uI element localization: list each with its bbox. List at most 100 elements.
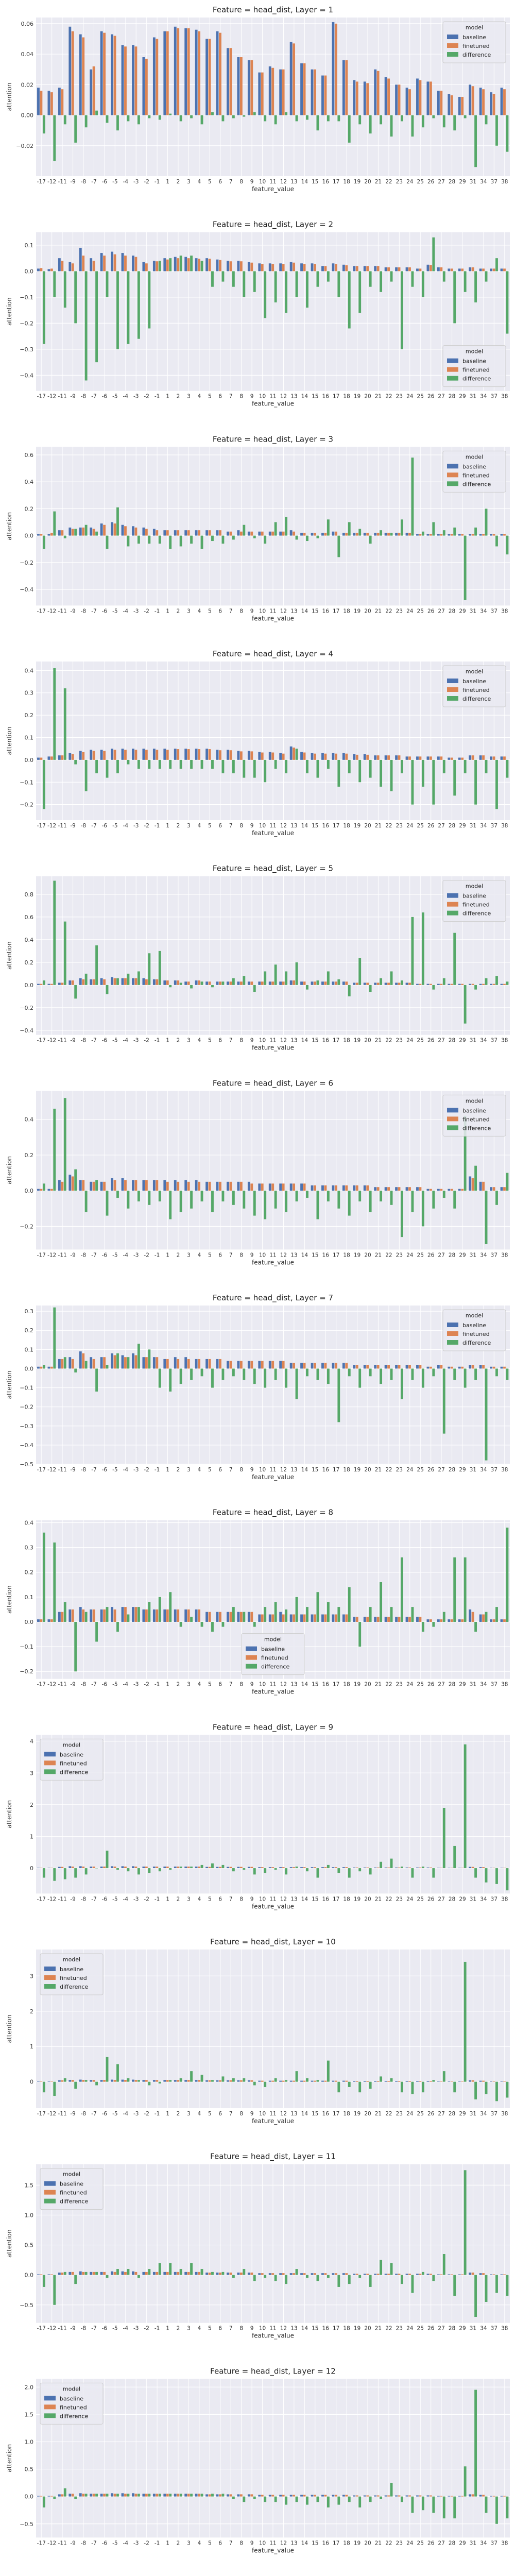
x-tick-label: 27	[438, 179, 444, 185]
bar-baseline	[321, 533, 324, 536]
bar-difference	[116, 271, 119, 349]
y-tick-label: −0.2	[20, 802, 33, 808]
bar-baseline	[289, 262, 293, 272]
bar-baseline	[100, 2494, 103, 2497]
bar-baseline	[247, 262, 250, 272]
bar-finetuned	[293, 531, 296, 536]
bar-finetuned	[271, 2273, 274, 2275]
y-tick-label: −0.1	[20, 1385, 33, 1392]
bar-finetuned	[134, 527, 138, 536]
bar-baseline	[300, 981, 303, 985]
x-tick-label: -5	[112, 1896, 117, 1902]
bar-finetuned	[124, 1357, 127, 1369]
bar-baseline	[247, 1181, 250, 1191]
bar-baseline	[152, 37, 156, 115]
bar-finetuned	[376, 2495, 380, 2497]
bar-baseline	[163, 1609, 166, 1622]
bar-difference	[127, 1357, 130, 1369]
x-tick-label: 6	[218, 1252, 222, 1258]
bar-difference	[221, 115, 225, 122]
bar-finetuned	[345, 1185, 348, 1191]
y-tick-label: 0.0	[25, 2272, 34, 2279]
x-tick-label: -7	[91, 1252, 96, 1258]
bar-finetuned	[492, 534, 495, 536]
bar-baseline	[237, 2080, 240, 2082]
x-tick-label: -2	[144, 1682, 149, 1688]
x-tick-label: 12	[280, 1896, 287, 1902]
bar-difference	[158, 2081, 161, 2084]
facet-layer-11: −0.50.00.51.01.5-17 -12 -11 -9 -8 -7 -6 -5 -4 -3-…	[6, 2152, 510, 2340]
bar-finetuned	[229, 1361, 232, 1369]
bar-finetuned	[92, 2494, 95, 2497]
bar-difference	[295, 2496, 298, 2502]
x-tick-label: 24	[406, 1467, 414, 1473]
legend-title: model	[466, 453, 483, 460]
bar-finetuned	[419, 2495, 422, 2497]
bar-finetuned	[156, 1357, 159, 1369]
bar-finetuned	[198, 530, 201, 536]
bar-baseline	[37, 757, 40, 760]
legend-title: model	[466, 24, 483, 31]
x-tick-label: 15	[312, 1467, 318, 1473]
bar-finetuned	[314, 264, 316, 272]
x-tick-label: 8	[239, 394, 243, 400]
bar-baseline	[279, 1361, 282, 1369]
bar-difference	[506, 271, 509, 334]
x-tick-label: 14	[301, 394, 308, 400]
x-tick-label: 14	[301, 608, 308, 614]
bar-finetuned	[198, 980, 201, 985]
bar-difference	[116, 507, 119, 536]
bar-difference	[211, 759, 214, 769]
bar-finetuned	[61, 2273, 64, 2275]
bar-difference	[148, 2269, 151, 2275]
x-tick-label: 18	[343, 179, 350, 185]
x-tick-label: 10	[259, 1252, 266, 1258]
bar-difference	[495, 2275, 498, 2293]
bar-difference	[127, 759, 130, 765]
x-tick-label: 5	[208, 179, 212, 185]
bar-baseline	[247, 1361, 250, 1369]
bar-finetuned	[187, 258, 190, 272]
x-tick-label: -6	[102, 2111, 108, 2117]
bar-finetuned	[419, 1187, 422, 1191]
bar-baseline	[247, 981, 250, 985]
bar-difference	[337, 1868, 340, 1873]
bar-finetuned	[166, 980, 169, 985]
x-tick-label: -7	[91, 1896, 96, 1902]
bar-finetuned	[293, 43, 296, 115]
bar-baseline	[121, 2271, 124, 2275]
x-tick-label: -9	[70, 1682, 75, 1688]
x-tick-label: -11	[58, 608, 67, 614]
bar-baseline	[458, 1366, 461, 1369]
x-tick-label: 14	[301, 1467, 308, 1473]
bar-finetuned	[229, 1867, 232, 1869]
bar-finetuned	[71, 31, 74, 115]
bar-baseline	[227, 531, 229, 536]
bar-baseline	[90, 1866, 93, 1869]
bar-baseline	[479, 268, 482, 272]
bar-difference	[358, 1621, 362, 1647]
bar-difference	[274, 759, 277, 769]
bar-difference	[453, 1557, 456, 1622]
x-tick-label: 23	[396, 1467, 403, 1473]
bar-difference	[116, 2269, 119, 2275]
bar-finetuned	[293, 262, 296, 272]
bar-finetuned	[366, 754, 369, 760]
x-axis-label: feature_value	[252, 1688, 294, 1696]
x-tick-label: 2	[177, 179, 180, 185]
bar-difference	[264, 1191, 267, 1219]
legend-swatch-baseline	[447, 1108, 458, 1113]
bar-difference	[74, 2275, 77, 2284]
bar-finetuned	[314, 1185, 316, 1191]
bar-finetuned	[303, 1183, 306, 1191]
x-tick-label: -3	[133, 179, 139, 185]
bar-finetuned	[271, 67, 274, 115]
bar-baseline	[195, 749, 198, 760]
bar-finetuned	[124, 2272, 127, 2275]
bar-difference	[232, 2275, 235, 2278]
bar-baseline	[68, 527, 72, 536]
bar-baseline	[469, 2080, 472, 2082]
bar-baseline	[500, 756, 503, 760]
bar-difference	[169, 1368, 172, 1392]
